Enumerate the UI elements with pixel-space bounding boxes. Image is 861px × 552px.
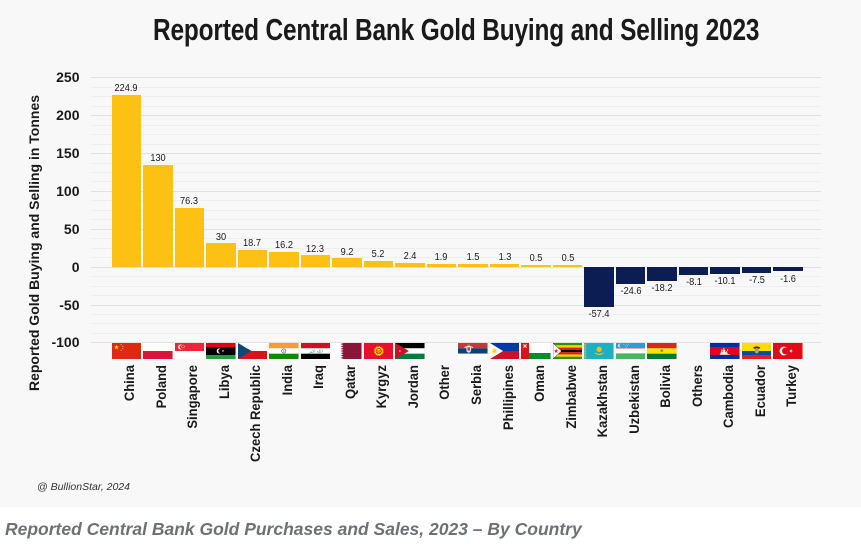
svg-text:الله اكبر: الله اكبر — [307, 348, 322, 353]
